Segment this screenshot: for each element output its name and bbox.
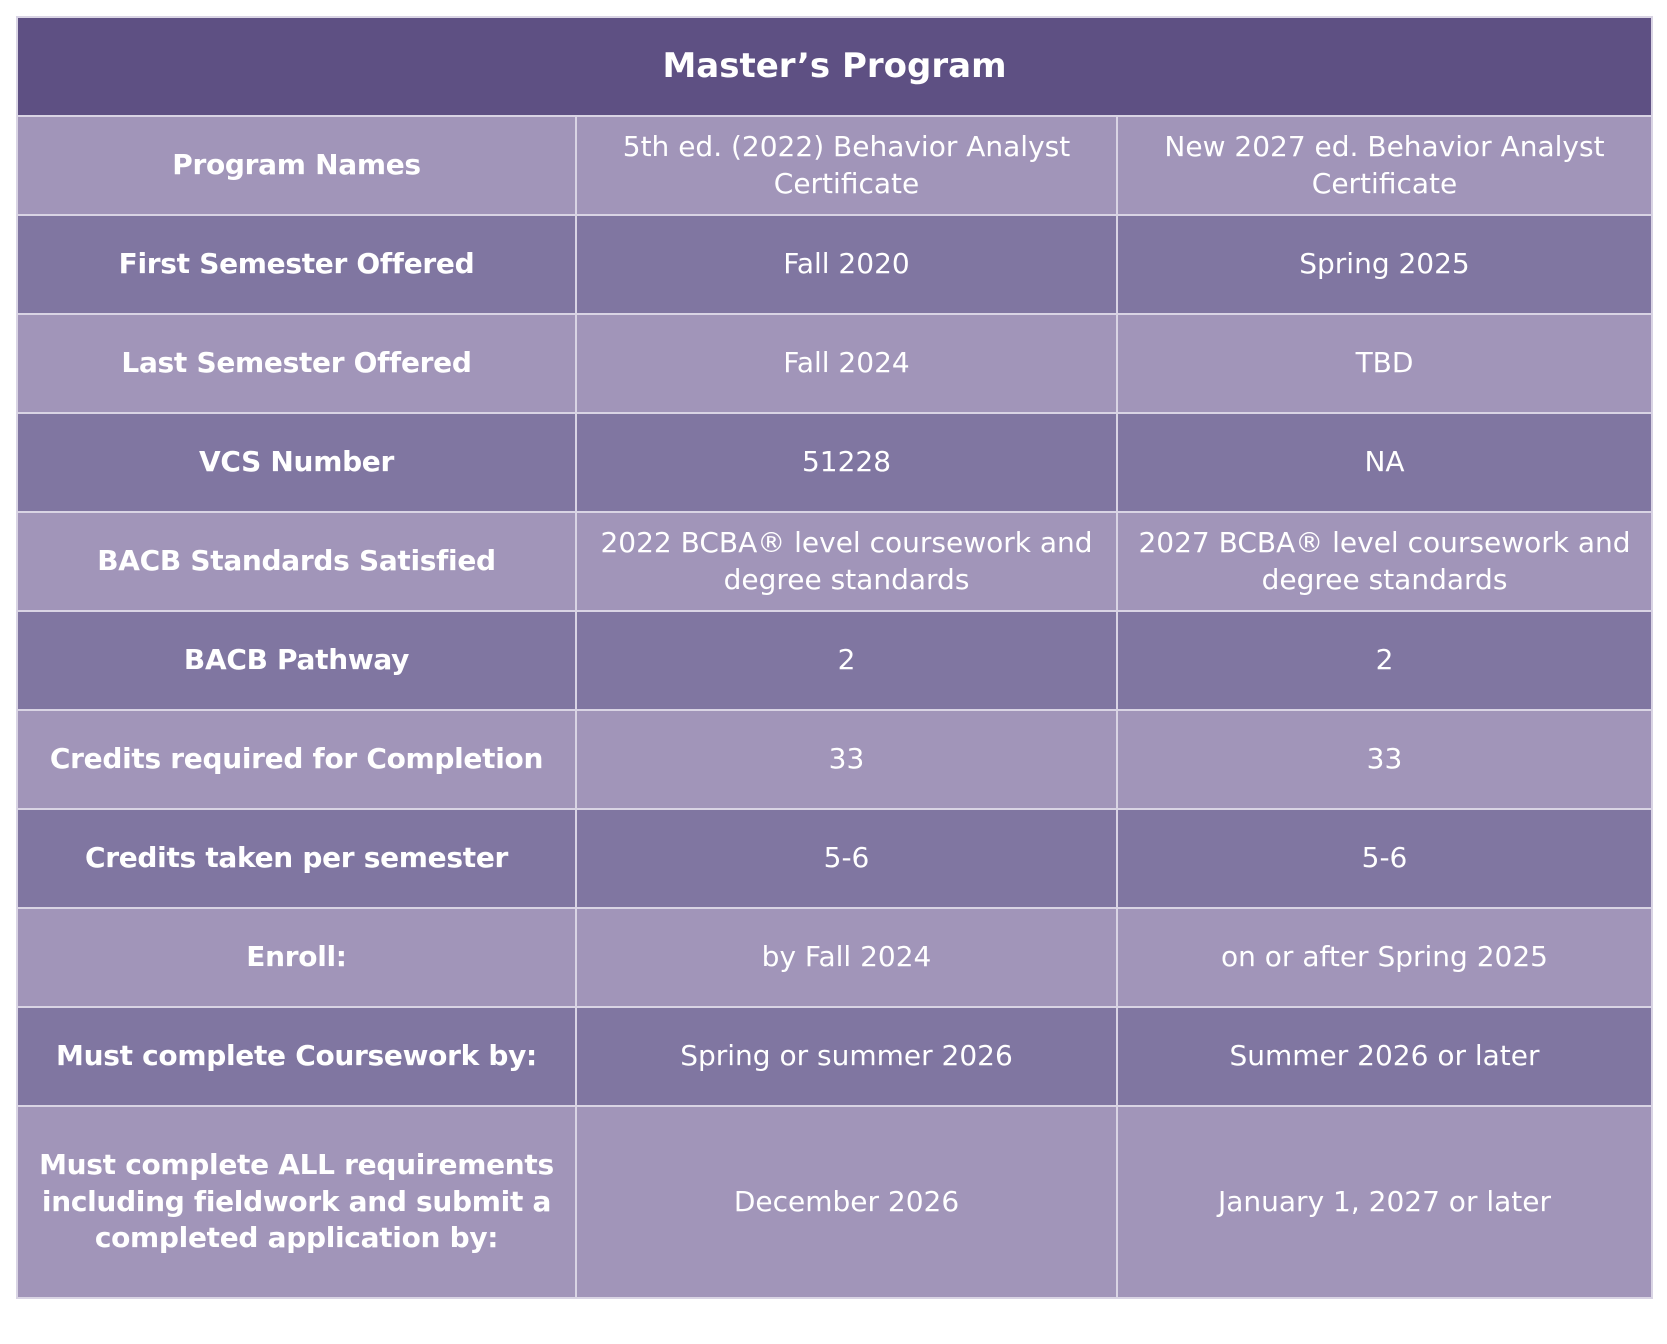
row-label: BACB Pathway	[16, 610, 577, 711]
table-row: Program Names 5th ed. (2022) Behavior Ana…	[16, 115, 1653, 216]
cell-value: Fall 2020	[575, 214, 1118, 315]
row-label: Last Semester Offered	[16, 313, 577, 414]
cell-value: January 1, 2027 or later	[1116, 1105, 1653, 1299]
row-label: First Semester Offered	[16, 214, 577, 315]
cell-value: 5-6	[575, 808, 1118, 909]
cell-value: 2022 BCBA® level coursework and degree s…	[575, 511, 1118, 612]
row-label: Program Names	[16, 115, 577, 216]
cell-value: Summer 2026 or later	[1116, 1006, 1653, 1107]
cell-value: 2	[1116, 610, 1653, 711]
table-body: Program Names 5th ed. (2022) Behavior Ana…	[16, 115, 1653, 1299]
cell-value: 5th ed. (2022) Behavior Analyst Certific…	[575, 115, 1118, 216]
row-label: Enroll:	[16, 907, 577, 1008]
row-label: Credits taken per semester	[16, 808, 577, 909]
cell-value: 5-6	[1116, 808, 1653, 909]
cell-value: 33	[575, 709, 1118, 810]
table-row: Last Semester Offered Fall 2024 TBD	[16, 313, 1653, 414]
cell-value: 2	[575, 610, 1118, 711]
table-row: Credits taken per semester 5-6 5-6	[16, 808, 1653, 909]
table-row: Credits required for Completion 33 33	[16, 709, 1653, 810]
table-row: Enroll: by Fall 2024 on or after Spring 20…	[16, 907, 1653, 1008]
table-row: VCS Number 51228 NA	[16, 412, 1653, 513]
title-row: Master’s Program	[16, 16, 1653, 117]
table-row: BACB Pathway 2 2	[16, 610, 1653, 711]
row-label: BACB Standards Satisfied	[16, 511, 577, 612]
cell-value: NA	[1116, 412, 1653, 513]
cell-value: 51228	[575, 412, 1118, 513]
table-title: Master’s Program	[16, 16, 1653, 117]
row-label: Credits required for Completion	[16, 709, 577, 810]
table-row: BACB Standards Satisfied 2022 BCBA® level…	[16, 511, 1653, 612]
row-label: Must complete Coursework by:	[16, 1006, 577, 1107]
cell-value: 2027 BCBA® level coursework and degree s…	[1116, 511, 1653, 612]
cell-value: Fall 2024	[575, 313, 1118, 414]
cell-value: December 2026	[575, 1105, 1118, 1299]
cell-value: Spring 2025	[1116, 214, 1653, 315]
cell-value: TBD	[1116, 313, 1653, 414]
cell-value: by Fall 2024	[575, 907, 1118, 1008]
row-label: VCS Number	[16, 412, 577, 513]
row-label: Must complete ALL requirements including…	[16, 1105, 577, 1299]
table-row: First Semester Offered Fall 2020 Spring 20…	[16, 214, 1653, 315]
cell-value: New 2027 ed. Behavior Analyst Certificat…	[1116, 115, 1653, 216]
table-row: Must complete Coursework by: Spring or su…	[16, 1006, 1653, 1107]
cell-value: Spring or summer 2026	[575, 1006, 1118, 1107]
cell-value: on or after Spring 2025	[1116, 907, 1653, 1008]
table-row: Must complete ALL requirements including…	[16, 1105, 1653, 1299]
cell-value: 33	[1116, 709, 1653, 810]
program-table: Master’s Program Program Names 5th ed. (2…	[16, 16, 1653, 1299]
